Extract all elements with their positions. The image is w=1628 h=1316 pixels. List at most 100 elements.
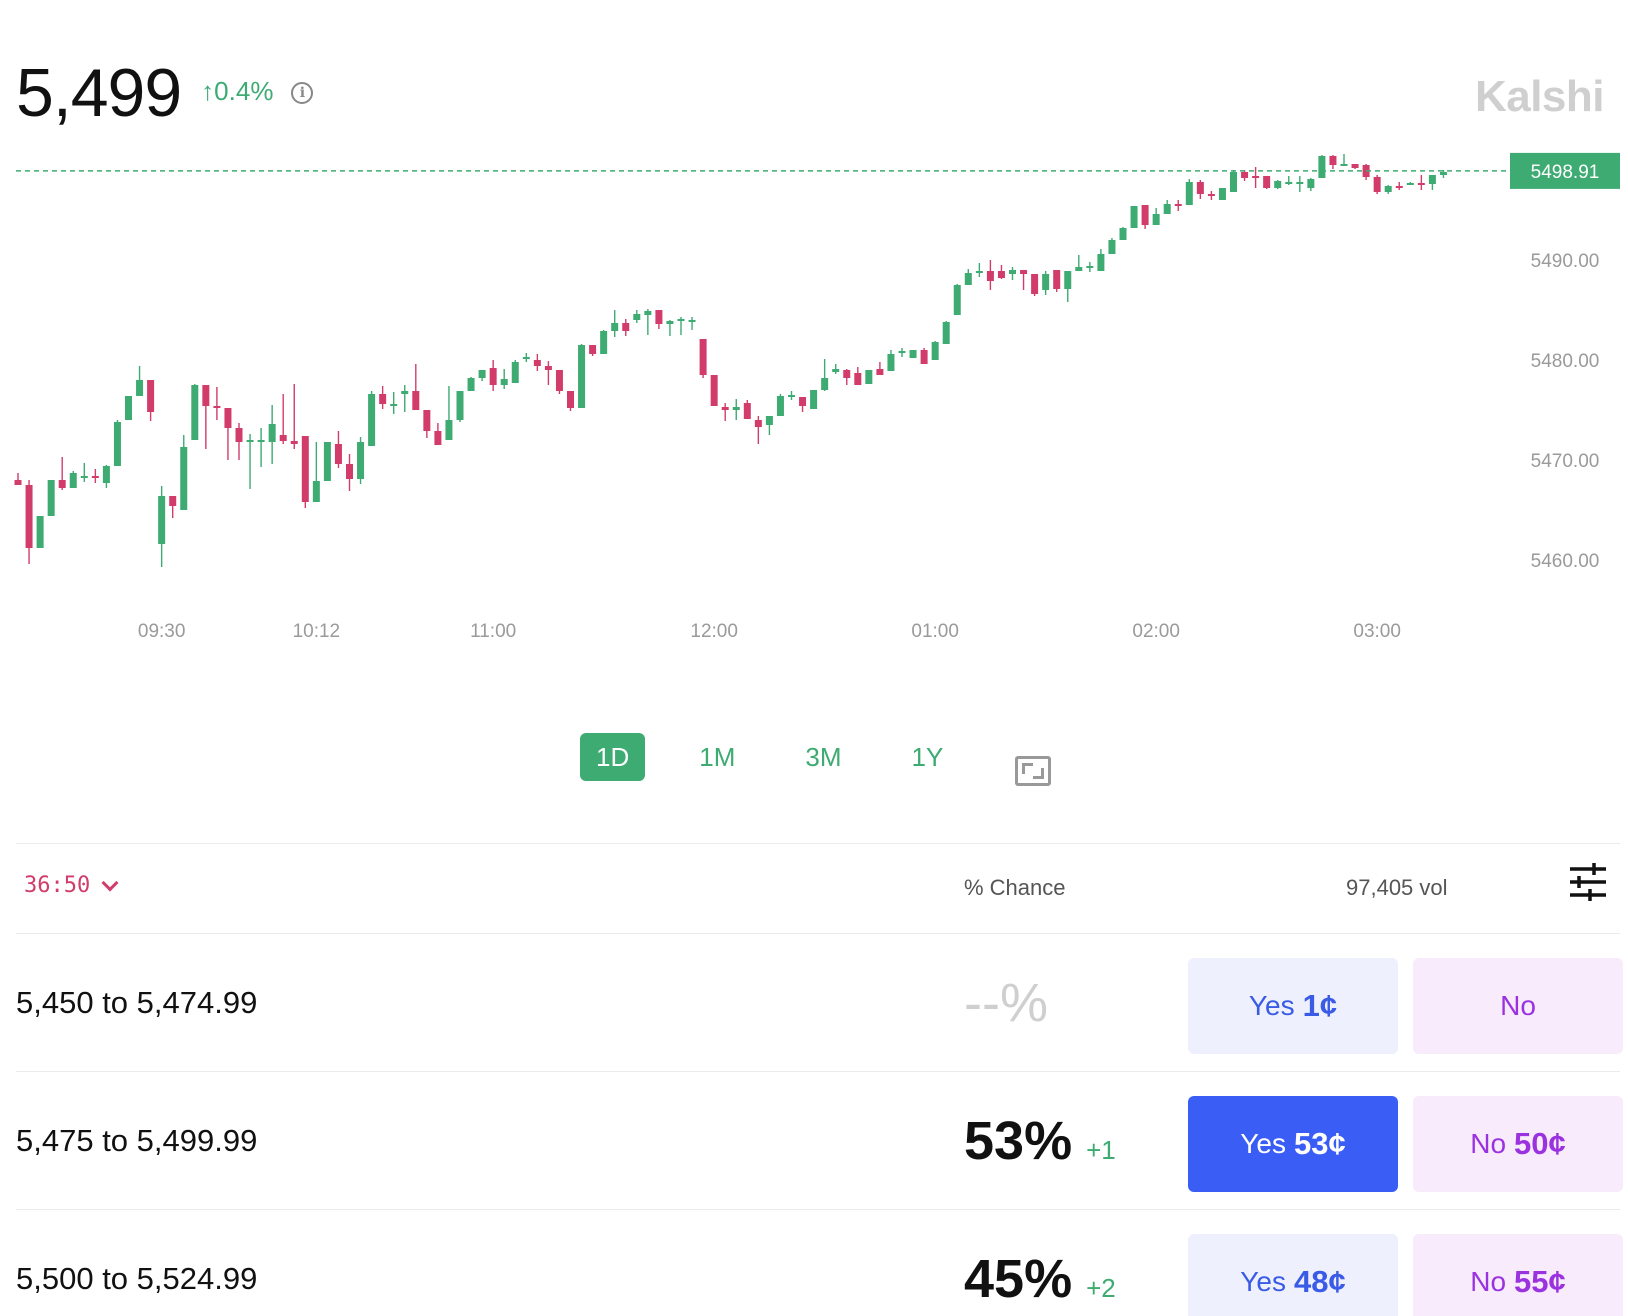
range-selector: 1D 1M 3M 1Y bbox=[580, 728, 1052, 786]
countdown-dropdown[interactable]: 36:50 bbox=[24, 873, 119, 898]
candle-body bbox=[776, 396, 784, 416]
candle-body bbox=[1097, 254, 1105, 271]
candle-body bbox=[69, 473, 77, 488]
market-chance: 45% +2 bbox=[964, 1248, 1116, 1310]
candle-body bbox=[1053, 270, 1061, 289]
candle-body bbox=[47, 480, 55, 516]
divider bbox=[16, 1209, 1620, 1210]
range-button-1m[interactable]: 1M bbox=[699, 741, 736, 772]
candle-body bbox=[710, 375, 718, 406]
no-label: No bbox=[1500, 990, 1536, 1021]
candle-body bbox=[578, 345, 586, 408]
candle-body bbox=[533, 360, 541, 366]
candle-body bbox=[964, 273, 972, 285]
market-chance: 53% +1 bbox=[964, 1110, 1116, 1172]
countdown-timer: 36:50 bbox=[24, 873, 91, 898]
candle-body bbox=[688, 320, 696, 322]
candle-body bbox=[1318, 156, 1326, 178]
buy-yes-button[interactable]: Yes 1¢ bbox=[1188, 958, 1398, 1054]
candle-body bbox=[445, 420, 453, 440]
candle-body bbox=[677, 319, 685, 321]
candle-body bbox=[1020, 270, 1028, 274]
candle-body bbox=[102, 466, 110, 483]
yes-label: Yes bbox=[1248, 990, 1295, 1021]
candle-body bbox=[125, 396, 132, 420]
candle-body bbox=[158, 496, 166, 544]
candle-body bbox=[1031, 274, 1039, 294]
candle-body bbox=[644, 311, 652, 315]
buy-yes-button[interactable]: Yes 48¢ bbox=[1188, 1234, 1398, 1316]
price-change: ↑0.4% bbox=[201, 75, 274, 106]
candle-body bbox=[423, 410, 431, 431]
x-axis: 09:30 10:12 11:00 12:00 01:00 02:00 03:00 bbox=[138, 621, 1401, 640]
expand-icon[interactable] bbox=[1015, 756, 1052, 786]
candle-body bbox=[887, 354, 895, 371]
candles bbox=[14, 154, 1447, 567]
candle-body bbox=[58, 480, 66, 488]
no-label: No bbox=[1470, 1128, 1507, 1159]
price-header: 5,499 ↑0.4% i bbox=[16, 48, 314, 138]
candle-body bbox=[699, 339, 707, 375]
candle-body bbox=[412, 391, 420, 410]
buy-yes-button[interactable]: Yes 53¢ bbox=[1188, 1096, 1398, 1192]
market-row: 5,450 to 5,474.99 --% Yes 1¢ No bbox=[16, 934, 1623, 1072]
market-row: 5,475 to 5,499.99 53% +1 Yes 53¢ No 50¢ bbox=[16, 1072, 1623, 1210]
candle-body bbox=[368, 394, 376, 446]
range-button-1y[interactable]: 1Y bbox=[911, 741, 944, 772]
chance-value: 53% bbox=[964, 1111, 1073, 1171]
candle-body bbox=[434, 431, 442, 445]
candle-body bbox=[1207, 194, 1215, 196]
candle-body bbox=[246, 440, 254, 442]
current-price-tag-text: 5498.91 bbox=[1531, 162, 1600, 183]
range-button-1d[interactable]: 1D bbox=[580, 733, 646, 781]
info-icon[interactable]: i bbox=[291, 82, 314, 104]
candle-body bbox=[511, 362, 519, 383]
y-axis: 5490.00 5480.00 5470.00 5460.00 bbox=[1531, 251, 1600, 572]
candle-body bbox=[909, 350, 917, 358]
candle-body bbox=[390, 404, 398, 406]
candle-body bbox=[799, 397, 807, 406]
candle-body bbox=[1241, 172, 1249, 178]
candle-body bbox=[1252, 176, 1260, 178]
x-tick-label: 02:00 bbox=[1132, 621, 1180, 640]
candle-body bbox=[1152, 214, 1160, 225]
candle-body bbox=[1196, 182, 1204, 194]
candle-body bbox=[1439, 172, 1447, 175]
candle-body bbox=[1340, 164, 1348, 166]
markets-header: 36:50 % Chance 97,405 vol bbox=[16, 843, 1620, 933]
filter-sliders-icon[interactable] bbox=[1570, 863, 1606, 901]
buy-no-button[interactable]: No bbox=[1413, 958, 1623, 1054]
buy-no-button[interactable]: No 50¢ bbox=[1413, 1096, 1623, 1192]
candle-body bbox=[1285, 182, 1293, 184]
candle-body bbox=[920, 350, 928, 364]
yes-price: 1¢ bbox=[1302, 988, 1338, 1023]
volume-label: 97,405 vol bbox=[1346, 875, 1448, 900]
candle-body bbox=[1141, 205, 1149, 225]
candle-body bbox=[268, 424, 276, 442]
candle-body bbox=[953, 285, 961, 315]
yes-label: Yes bbox=[1240, 1266, 1286, 1297]
candle-body bbox=[655, 310, 663, 324]
candle-body bbox=[1009, 270, 1016, 274]
candle-body bbox=[500, 379, 508, 385]
current-price-tag-bg bbox=[1510, 152, 1620, 189]
range-button-3m[interactable]: 3M bbox=[805, 741, 842, 772]
y-tick-label: 5490.00 bbox=[1531, 251, 1600, 272]
candle-body bbox=[91, 476, 99, 478]
buy-no-button[interactable]: No 55¢ bbox=[1413, 1234, 1623, 1316]
candle-body bbox=[854, 373, 862, 385]
candle-body bbox=[279, 435, 287, 441]
no-price: 55¢ bbox=[1514, 1264, 1566, 1299]
candle-body bbox=[290, 441, 298, 444]
candle-body bbox=[357, 442, 365, 479]
candle-body bbox=[401, 391, 409, 394]
candle-body bbox=[1130, 206, 1138, 228]
chance-delta: +2 bbox=[1086, 1273, 1116, 1303]
y-tick-label: 5460.00 bbox=[1531, 551, 1600, 572]
candle-body bbox=[14, 480, 22, 485]
candle-body bbox=[36, 516, 44, 548]
candle-body bbox=[1428, 175, 1436, 184]
candle-body bbox=[1351, 164, 1359, 168]
candle-body bbox=[843, 370, 851, 378]
candle-body bbox=[721, 407, 729, 410]
